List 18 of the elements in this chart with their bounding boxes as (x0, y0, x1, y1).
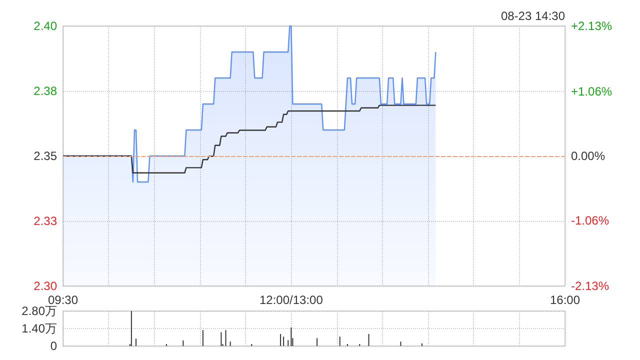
y-tick-label: 2.30 (34, 279, 58, 293)
y-tick-label: 2.33 (34, 214, 58, 228)
x-tick-label: 12:00/13:00 (259, 293, 324, 307)
y-tick-label: 2.80万 (22, 304, 57, 318)
y-tick-label: 2.38 (34, 84, 58, 98)
x-tick-label: 16:00 (550, 293, 580, 307)
y-tick-label: 2.35 (34, 149, 58, 163)
y2-tick-label: -2.13% (571, 279, 610, 293)
y-tick-label: 0 (50, 339, 58, 353)
text: 08-23 14:30 (500, 9, 566, 23)
y-tick-label: 2.40 (34, 19, 58, 33)
y2-tick-label: +1.06% (571, 84, 612, 98)
line-series (62, 104, 436, 174)
y2-tick-label: 0.00% (571, 149, 606, 163)
y-tick-label: 1.40万 (22, 322, 57, 336)
y2-tick-label: -1.06% (571, 214, 610, 228)
x-tick-label: 09:30 (48, 293, 78, 307)
y2-tick-label: +2.13% (571, 19, 612, 33)
